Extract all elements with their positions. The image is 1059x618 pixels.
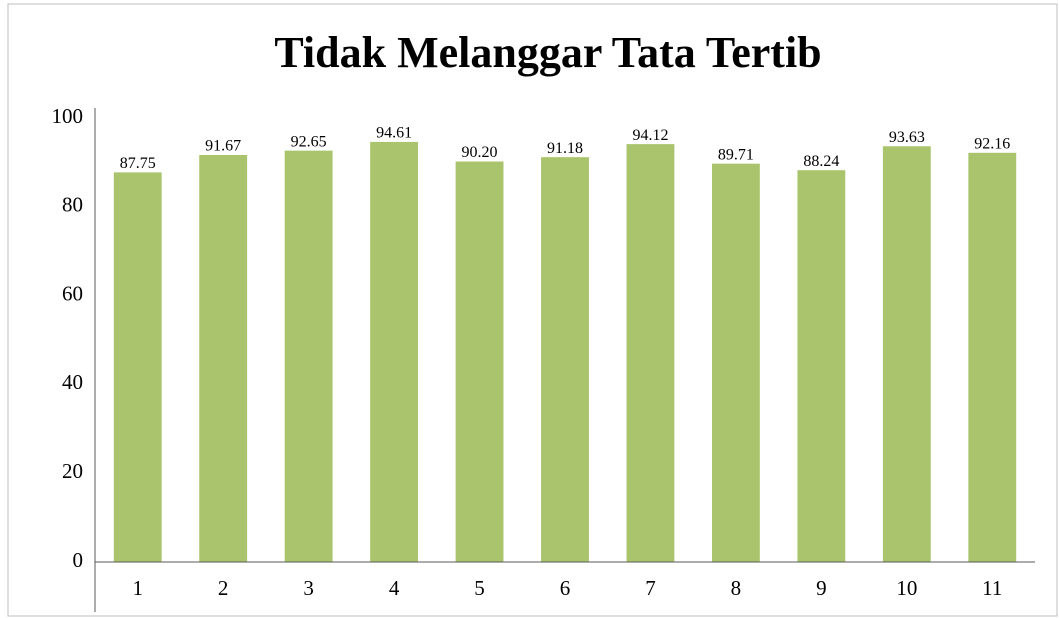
bar: [797, 170, 846, 562]
y-tick-label: 80: [62, 193, 83, 217]
data-label: 87.75: [120, 155, 156, 172]
bar: [113, 172, 162, 562]
y-tick-label: 20: [62, 459, 83, 483]
data-label: 90.20: [462, 144, 498, 161]
bar: [541, 157, 589, 562]
data-label: 88.24: [803, 153, 839, 170]
y-tick-label: 40: [62, 370, 83, 394]
bar: [455, 161, 504, 562]
chart-title: Tidak Melanggar Tata Tertib: [274, 28, 821, 77]
x-tick-label: 10: [896, 576, 917, 600]
x-tick-label: 4: [389, 576, 400, 600]
data-label: 89.71: [718, 146, 754, 163]
x-tick-label: 8: [731, 576, 742, 600]
data-label: 94.12: [632, 127, 668, 144]
data-label: 91.67: [205, 138, 241, 155]
x-tick-label: 11: [982, 576, 1002, 600]
x-tick-label: 5: [474, 576, 485, 600]
x-tick-label: 7: [645, 576, 656, 600]
data-label: 92.65: [291, 133, 327, 150]
y-tick-label: 0: [73, 548, 84, 572]
bar: [711, 163, 760, 562]
x-tick-label: 1: [132, 576, 143, 600]
data-label: 93.63: [889, 129, 925, 146]
y-tick-label: 60: [62, 281, 83, 305]
bar: [284, 150, 333, 562]
y-tick-label: 100: [52, 104, 84, 128]
bar: [882, 146, 931, 562]
data-label: 94.61: [376, 125, 412, 142]
bar: [626, 144, 675, 563]
data-label: 91.18: [547, 140, 583, 157]
bar: [370, 141, 419, 563]
x-tick-label: 6: [560, 576, 571, 600]
data-label: 92.16: [974, 135, 1010, 152]
bar: [199, 154, 248, 562]
chart-border: [7, 3, 1058, 617]
x-tick-label: 3: [303, 576, 314, 600]
x-tick-label: 2: [218, 576, 229, 600]
bar: [968, 152, 1017, 562]
x-tick-label: 9: [816, 576, 827, 600]
